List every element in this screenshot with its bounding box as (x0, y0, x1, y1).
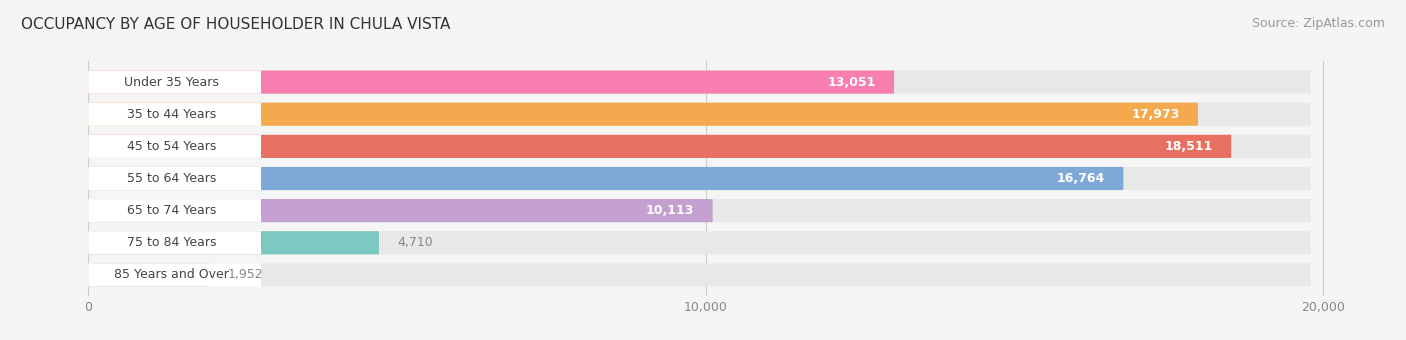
Text: OCCUPANCY BY AGE OF HOUSEHOLDER IN CHULA VISTA: OCCUPANCY BY AGE OF HOUSEHOLDER IN CHULA… (21, 17, 450, 32)
Text: 10,113: 10,113 (645, 204, 695, 217)
Text: 85 Years and Over: 85 Years and Over (114, 268, 229, 282)
Text: 4,710: 4,710 (398, 236, 433, 249)
Text: 13,051: 13,051 (827, 75, 876, 89)
FancyBboxPatch shape (89, 103, 262, 126)
FancyBboxPatch shape (89, 70, 262, 94)
FancyBboxPatch shape (89, 264, 1310, 287)
Text: 16,764: 16,764 (1056, 172, 1105, 185)
FancyBboxPatch shape (89, 231, 380, 254)
Text: 1,952: 1,952 (228, 268, 263, 282)
FancyBboxPatch shape (89, 167, 1310, 190)
Text: 18,511: 18,511 (1164, 140, 1213, 153)
FancyBboxPatch shape (89, 70, 1310, 94)
FancyBboxPatch shape (89, 167, 262, 190)
FancyBboxPatch shape (89, 70, 894, 94)
FancyBboxPatch shape (89, 103, 1310, 126)
FancyBboxPatch shape (89, 264, 262, 287)
Text: 45 to 54 Years: 45 to 54 Years (127, 140, 217, 153)
Text: Source: ZipAtlas.com: Source: ZipAtlas.com (1251, 17, 1385, 30)
FancyBboxPatch shape (89, 167, 1123, 190)
FancyBboxPatch shape (89, 103, 1198, 126)
FancyBboxPatch shape (89, 231, 262, 254)
Text: 75 to 84 Years: 75 to 84 Years (127, 236, 217, 249)
FancyBboxPatch shape (89, 199, 262, 222)
Text: Under 35 Years: Under 35 Years (124, 75, 219, 89)
Text: 55 to 64 Years: 55 to 64 Years (127, 172, 217, 185)
Text: 35 to 44 Years: 35 to 44 Years (127, 108, 217, 121)
FancyBboxPatch shape (89, 135, 262, 158)
Text: 17,973: 17,973 (1132, 108, 1180, 121)
Text: 65 to 74 Years: 65 to 74 Years (127, 204, 217, 217)
FancyBboxPatch shape (89, 135, 1232, 158)
FancyBboxPatch shape (89, 264, 208, 287)
FancyBboxPatch shape (89, 199, 713, 222)
FancyBboxPatch shape (89, 135, 1310, 158)
FancyBboxPatch shape (89, 199, 1310, 222)
FancyBboxPatch shape (89, 231, 1310, 254)
